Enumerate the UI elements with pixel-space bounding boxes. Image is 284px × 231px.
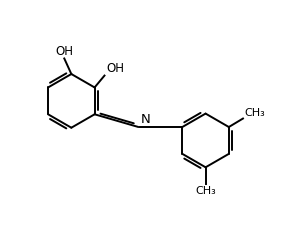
Text: N: N bbox=[141, 112, 151, 125]
Text: CH₃: CH₃ bbox=[245, 108, 265, 118]
Text: CH₃: CH₃ bbox=[195, 185, 216, 195]
Text: OH: OH bbox=[106, 62, 124, 75]
Text: OH: OH bbox=[55, 45, 73, 58]
